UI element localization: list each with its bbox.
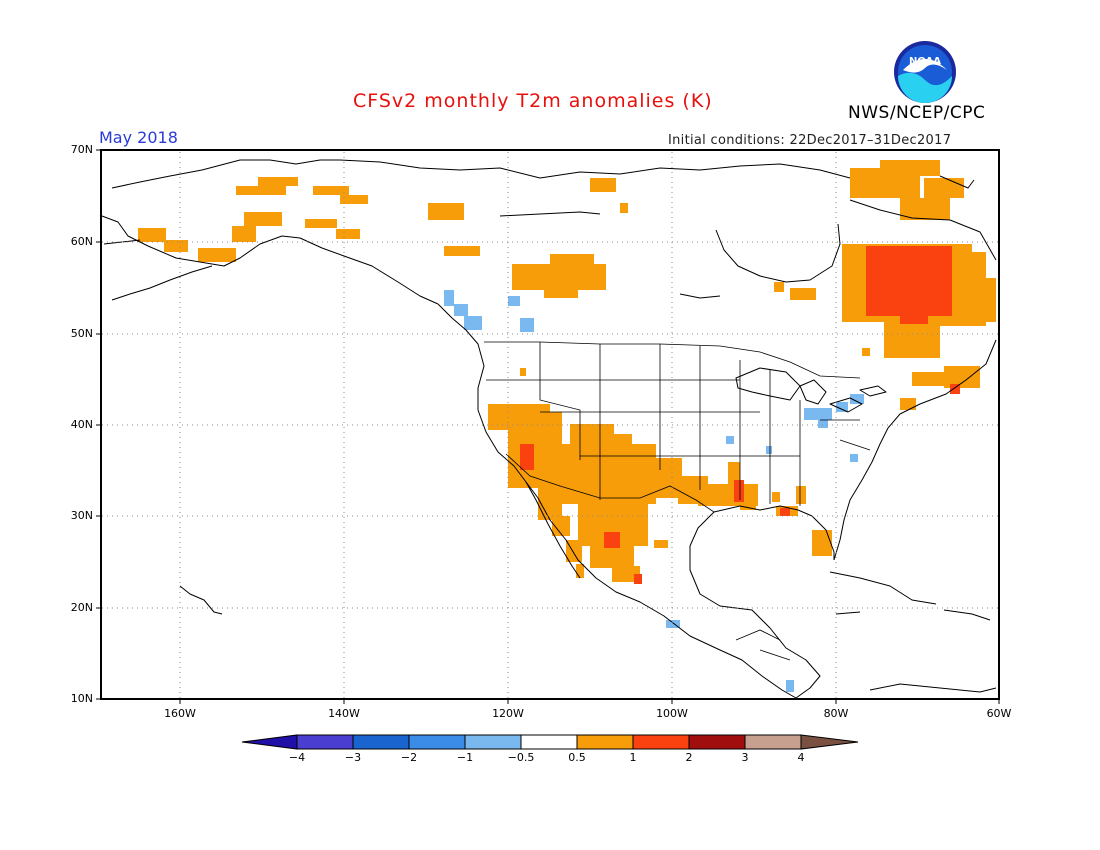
lon-label-60w: 60W: [986, 707, 1012, 720]
noaa-logo-text: NOAA: [909, 56, 941, 67]
lat-label-40n: 40N: [70, 418, 93, 431]
colorbar-swatch-3: [408, 734, 466, 750]
axis-ticks: [96, 149, 1000, 704]
lon-label-100w: 100W: [656, 707, 688, 720]
colorbar-swatch-10: [800, 734, 859, 750]
colorbar-swatch-8: [688, 734, 746, 750]
colorbar-label: 2: [685, 751, 693, 764]
lat-label-70n: 70N: [70, 143, 93, 156]
colorbar-swatch-4: [464, 734, 522, 750]
colorbar-swatch-5: [520, 734, 578, 750]
colorbar-label: −3: [344, 751, 362, 764]
colorbar-label: −1: [456, 751, 474, 764]
colorbar-swatch-1: [296, 734, 354, 750]
lat-label-20n: 20N: [70, 601, 93, 614]
anomaly-cells: [138, 160, 996, 692]
colorbar-label: −4: [288, 751, 306, 764]
blue-anomaly-cells: [444, 290, 864, 692]
colorbar-label: 1: [629, 751, 637, 764]
colorbar-label: −2: [400, 751, 418, 764]
lat-label-50n: 50N: [70, 327, 93, 340]
colorbar-label: 3: [741, 751, 749, 764]
colorbar-label: 0.5: [568, 751, 586, 764]
lat-label-60n: 60N: [70, 235, 93, 248]
colorbar-swatch-0: [241, 734, 298, 750]
political-borders: [484, 341, 871, 661]
noaa-logo: NOAA: [894, 41, 956, 103]
orange-anomaly-cells: [138, 160, 996, 582]
colorbar-swatch-2: [352, 734, 410, 750]
lat-label-10n: 10N: [70, 692, 93, 705]
graticule: [102, 152, 998, 698]
lon-label-160w: 160W: [164, 707, 196, 720]
lon-label-140w: 140W: [328, 707, 360, 720]
lon-label-80w: 80W: [823, 707, 849, 720]
red-anomaly-cells: [520, 246, 960, 584]
colorbar-label: −0.5: [507, 751, 535, 764]
lon-label-120w: 120W: [492, 707, 524, 720]
colorbar-swatch-9: [744, 734, 802, 750]
coastlines: [101, 159, 997, 699]
colorbar-swatch-7: [632, 734, 690, 750]
initial-conditions: Initial conditions: 22Dec2017–31Dec2017: [668, 133, 952, 148]
lat-label-30n: 30N: [70, 509, 93, 522]
forecast-period: May 2018: [99, 128, 178, 147]
colorbar-swatch-6: [576, 734, 634, 750]
colorbar-label: 4: [797, 751, 805, 764]
map-title: CFSv2 monthly T2m anomalies (K): [353, 90, 713, 112]
agency-label: NWS/NCEP/CPC: [848, 103, 986, 123]
